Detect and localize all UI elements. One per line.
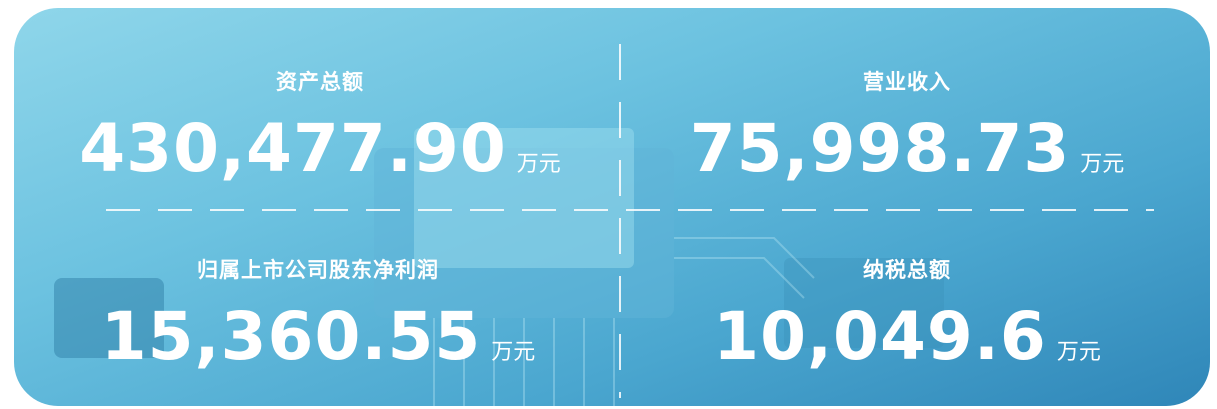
stat-cell: 归属上市公司股东净利润 15,360.55 万元 xyxy=(18,254,618,375)
stat-value: 75,998.73 xyxy=(690,110,1071,187)
stat-label: 资产总额 xyxy=(20,66,620,96)
stat-label: 归属上市公司股东净利润 xyxy=(18,254,618,284)
stat-unit: 万元 xyxy=(517,152,561,177)
stat-unit: 万元 xyxy=(491,340,535,365)
stat-unit: 万元 xyxy=(1080,152,1124,177)
stat-cell: 资产总额 430,477.90 万元 xyxy=(20,66,620,187)
stat-label: 营业收入 xyxy=(607,66,1207,96)
stat-value: 10,049.6 xyxy=(713,298,1047,375)
stat-unit: 万元 xyxy=(1057,340,1101,365)
stats-card: 资产总额 430,477.90 万元 营业收入 75,998.73 万元 归属上市公… xyxy=(14,8,1210,406)
stat-label: 纳税总额 xyxy=(607,254,1207,284)
page: 资产总额 430,477.90 万元 营业收入 75,998.73 万元 归属上市公… xyxy=(0,0,1217,409)
stat-value: 430,477.90 xyxy=(79,110,507,187)
stat-value: 15,360.55 xyxy=(101,298,482,375)
stat-cell: 营业收入 75,998.73 万元 xyxy=(607,66,1207,187)
stat-cell: 纳税总额 10,049.6 万元 xyxy=(607,254,1207,375)
